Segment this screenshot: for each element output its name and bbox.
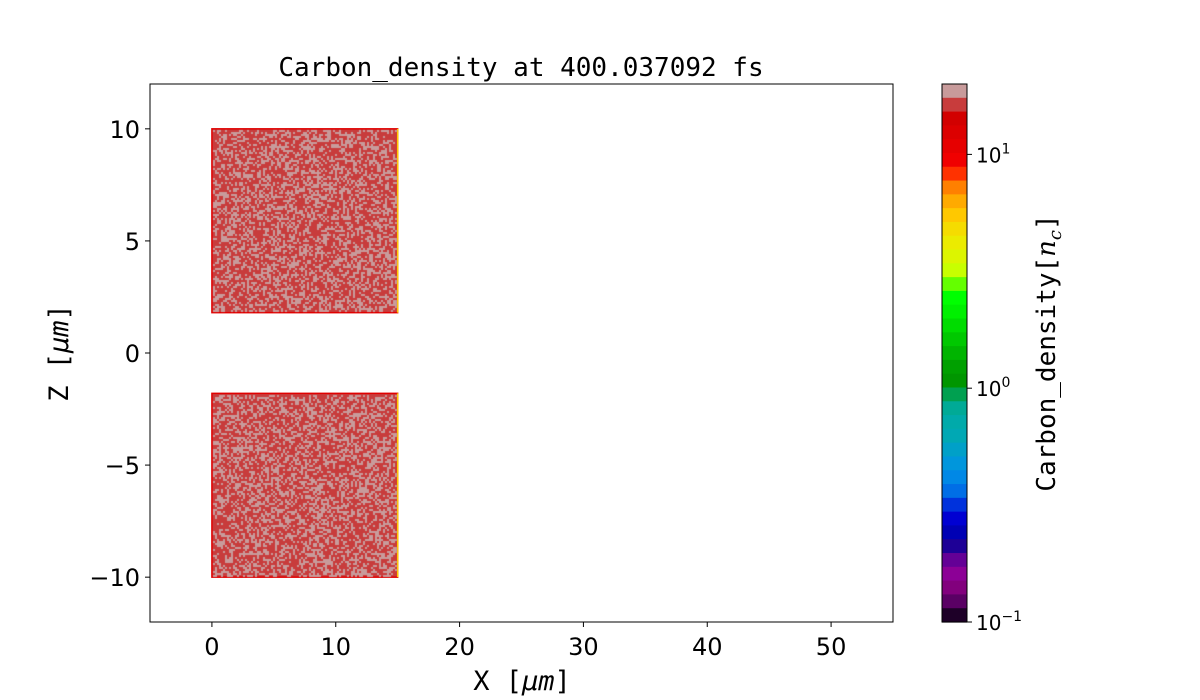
y-tick-label: 0 <box>125 340 140 368</box>
colorbar-band <box>942 139 967 154</box>
y-tick-label: −10 <box>89 564 140 592</box>
colorbar-band <box>942 594 967 609</box>
colorbar-band <box>942 166 967 182</box>
chart-title: Carbon_density at 400.037092 fs <box>278 53 763 83</box>
colorbar-band <box>942 332 967 347</box>
colorbar-band <box>942 387 967 402</box>
colorbar-band <box>942 318 967 333</box>
x-tick-label: 0 <box>204 633 219 661</box>
colorbar-band <box>942 249 967 264</box>
density-region-2 <box>211 392 399 578</box>
colorbar-band <box>942 470 967 485</box>
colorbar-band <box>942 497 967 513</box>
density-region-1 <box>211 128 399 314</box>
colorbar-band <box>942 152 967 168</box>
colorbar-band <box>942 442 967 458</box>
colorbar-band <box>942 111 967 126</box>
colorbar-band <box>942 125 967 140</box>
colorbar-band <box>942 263 967 278</box>
colorbar-band <box>942 525 967 540</box>
colorbar-band <box>942 180 967 195</box>
colorbar-label: Carbon_density[nc] <box>1032 214 1066 491</box>
colorbar-band <box>942 97 967 113</box>
x-tick-label: 20 <box>444 633 475 661</box>
colorbar-band <box>942 539 967 554</box>
x-axis-ticks: 0 10 20 30 40 50 <box>204 622 846 661</box>
colorbar <box>941 83 968 623</box>
y-axis-label: Z [μm] <box>44 304 75 402</box>
colorbar-band <box>942 401 967 416</box>
colorbar-ticks: 10−1 100 101 <box>967 141 1022 635</box>
y-tick-label: −5 <box>105 452 140 480</box>
colorbar-band <box>942 290 967 306</box>
colorbar-band <box>942 359 967 375</box>
x-axis-label: X [μm] <box>473 666 571 697</box>
colorbar-tick-label: 10−1 <box>976 609 1022 635</box>
colorbar-band <box>942 415 967 430</box>
colorbar-band <box>942 194 967 209</box>
colorbar-band <box>942 84 967 99</box>
x-tick-label: 40 <box>692 633 723 661</box>
colorbar-band <box>942 221 967 237</box>
colorbar-band <box>942 304 967 320</box>
colorbar-band <box>942 608 967 623</box>
colorbar-band <box>942 346 967 361</box>
y-tick-label: 10 <box>109 116 140 144</box>
x-tick-label: 30 <box>568 633 599 661</box>
x-tick-label: 10 <box>320 633 351 661</box>
colorbar-tick-label: 100 <box>976 375 1010 401</box>
colorbar-tick-label: 101 <box>976 141 1010 167</box>
colorbar-band <box>942 277 967 292</box>
y-axis-ticks: −10 −5 0 5 10 <box>89 116 150 592</box>
colorbar-band <box>942 580 967 596</box>
colorbar-band <box>942 566 967 582</box>
colorbar-band <box>942 484 967 499</box>
colorbar-band <box>942 553 967 568</box>
colorbar-band <box>942 428 967 444</box>
colorbar-band <box>942 373 967 389</box>
colorbar-band <box>942 511 967 527</box>
density-regions <box>211 128 399 578</box>
colorbar-band <box>942 235 967 251</box>
x-tick-label: 50 <box>816 633 847 661</box>
y-tick-label: 5 <box>125 228 140 256</box>
colorbar-band <box>942 208 967 223</box>
colorbar-band <box>942 456 967 471</box>
